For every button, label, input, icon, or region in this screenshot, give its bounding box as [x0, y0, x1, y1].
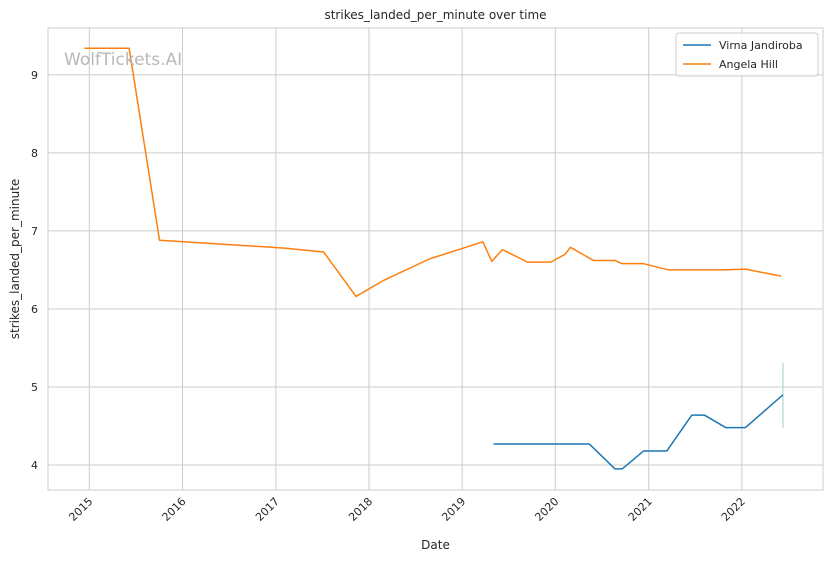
y-tick-label: 6 — [31, 303, 38, 316]
series-line-angela-hill — [84, 47, 782, 298]
plot-frame — [47, 27, 824, 491]
x-tick-label: 2021 — [626, 495, 655, 524]
x-tick-label: 2018 — [346, 495, 375, 524]
x-tick-label: 2017 — [253, 495, 282, 524]
x-tick-label: 2020 — [532, 495, 561, 524]
y-tick-label: 8 — [31, 147, 38, 160]
legend-label-virna-jandiroba: Virna Jandiroba — [719, 39, 803, 52]
x-tick-label: 2019 — [439, 495, 468, 524]
series-line-virna-jandiroba — [493, 394, 784, 470]
y-tick-label: 9 — [31, 69, 38, 82]
y-axis-label: strikes_landed_per_minute — [8, 179, 22, 340]
series-layer — [84, 47, 784, 470]
legend: Virna Jandiroba Angela Hill — [675, 32, 819, 77]
x-tick-label: 2016 — [160, 495, 189, 524]
x-tick-label: 2022 — [719, 495, 748, 524]
plot-area — [48, 28, 823, 490]
y-tick-label: 5 — [31, 381, 38, 394]
y-tick-labels: 4 5 6 7 8 9 — [31, 69, 38, 472]
watermark: WolfTickets.AI — [64, 50, 182, 70]
x-tick-labels: 2015 2016 2017 2018 2019 2020 2021 2022 — [66, 495, 748, 524]
legend-label-angela-hill: Angela Hill — [719, 58, 778, 71]
chart-title: strikes_landed_per_minute over time — [324, 8, 546, 22]
y-tick-label: 4 — [31, 459, 38, 472]
legend-box — [675, 32, 819, 77]
y-tick-label: 7 — [31, 225, 38, 238]
x-axis-label: Date — [421, 538, 450, 552]
x-tick-label: 2015 — [66, 495, 95, 524]
